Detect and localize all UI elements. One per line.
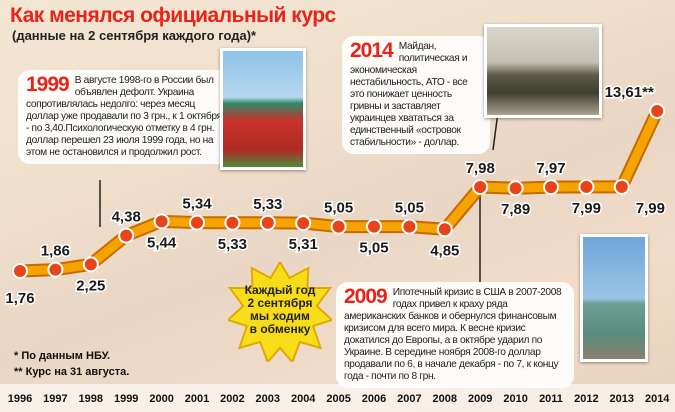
burst-line: 2 сентября bbox=[247, 296, 313, 310]
data-point-2013 bbox=[613, 178, 630, 195]
x-tick-label: 2010 bbox=[503, 393, 527, 405]
x-tick-label: 2009 bbox=[468, 393, 492, 405]
data-point-1996 bbox=[12, 263, 28, 279]
data-label-2006: 5,05 bbox=[359, 240, 388, 257]
note-year: 1999 bbox=[26, 73, 70, 96]
exchange-burst: Каждый год 2 сентября мы ходим в обменку bbox=[226, 260, 334, 364]
data-label-2009: 7,98 bbox=[466, 160, 495, 177]
x-tick-label: 2000 bbox=[149, 393, 173, 405]
data-point-1997 bbox=[47, 261, 64, 278]
data-point-2003 bbox=[259, 214, 276, 231]
data-label-2003: 5,33 bbox=[253, 196, 282, 213]
data-label-2005: 5,05 bbox=[324, 200, 353, 217]
x-tick-label: 1996 bbox=[8, 393, 32, 405]
footnote-nbu: * По данным НБУ. bbox=[14, 350, 111, 362]
burst-line: мы ходим bbox=[250, 309, 310, 323]
note-2014: 2014 Майдан, политическая и экономическа… bbox=[342, 36, 490, 154]
year-axis-band bbox=[0, 384, 675, 412]
data-label-1998: 2,25 bbox=[76, 277, 105, 294]
data-point-2004 bbox=[295, 215, 312, 232]
data-point-2010 bbox=[507, 180, 524, 197]
data-label-2012: 7,99 bbox=[572, 200, 601, 217]
note-text: Ипотечный кризис в США в 2007-2008 годах… bbox=[344, 287, 562, 382]
data-point-2009 bbox=[472, 179, 489, 196]
statue-of-liberty-photo bbox=[580, 234, 648, 362]
data-label-2001: 5,34 bbox=[182, 196, 212, 213]
footnote-august: ** Курс на 31 августа. bbox=[14, 366, 130, 378]
data-point-2006 bbox=[366, 218, 382, 235]
x-tick-label: 2014 bbox=[645, 393, 670, 405]
note-year: 2009 bbox=[344, 285, 388, 308]
x-tick-label: 2003 bbox=[256, 393, 280, 405]
data-point-2000 bbox=[153, 213, 170, 230]
burst-line: Каждый год bbox=[244, 283, 316, 297]
data-point-2012 bbox=[578, 178, 595, 195]
chart-subtitle: (данные на 2 сентября каждого года)* bbox=[12, 28, 257, 43]
note-2009: 2009 Ипотечный кризис в США в 2007-2008 … bbox=[336, 282, 574, 388]
data-label-2013: 7,99 bbox=[636, 200, 665, 217]
data-label-2007: 5,05 bbox=[395, 200, 424, 217]
x-tick-label: 2001 bbox=[185, 393, 209, 405]
data-point-2014 bbox=[649, 103, 666, 120]
data-label-2004: 5,31 bbox=[289, 236, 318, 253]
x-tick-label: 1998 bbox=[79, 393, 103, 405]
data-label-2000: 5,44 bbox=[147, 234, 177, 251]
data-point-2001 bbox=[189, 214, 205, 231]
note-text: В августе 1998-го в России был объявлен … bbox=[26, 75, 222, 158]
kremlin-photo bbox=[220, 48, 306, 170]
x-tick-label: 2007 bbox=[397, 393, 421, 405]
x-tick-label: 2005 bbox=[326, 393, 350, 405]
data-point-1998 bbox=[82, 256, 99, 273]
data-point-2002 bbox=[224, 214, 241, 231]
x-tick-label: 1997 bbox=[43, 393, 67, 405]
data-label-2002: 5,33 bbox=[218, 236, 247, 253]
data-point-2008 bbox=[436, 221, 453, 238]
x-tick-label: 2004 bbox=[291, 393, 316, 405]
note-year: 2014 bbox=[350, 39, 394, 62]
data-label-2010: 7,89 bbox=[501, 201, 530, 218]
x-tick-label: 2013 bbox=[610, 393, 634, 405]
chart-title: Как менялся официальный курс bbox=[10, 4, 336, 27]
x-tick-label: 2006 bbox=[362, 393, 386, 405]
burst-line: в обменку bbox=[249, 322, 311, 336]
data-label-1999: 4,38 bbox=[112, 209, 141, 226]
x-tick-label: 2002 bbox=[220, 393, 244, 405]
data-label-2008: 4,85 bbox=[430, 242, 459, 259]
burst-shape bbox=[226, 260, 334, 364]
data-point-2007 bbox=[401, 218, 418, 235]
x-tick-label: 2011 bbox=[539, 393, 563, 405]
note-text: Майдан, политическая и экономическая нес… bbox=[350, 41, 468, 148]
data-label-1997: 1,86 bbox=[41, 243, 70, 260]
data-label-2011: 7,97 bbox=[536, 160, 565, 177]
x-tick-label: 1999 bbox=[114, 393, 138, 405]
data-point-2011 bbox=[543, 179, 559, 196]
leader-line-2014 bbox=[492, 111, 499, 151]
tank-photo bbox=[484, 24, 602, 118]
data-point-2005 bbox=[330, 218, 347, 235]
data-label-1996: 1,76 bbox=[5, 290, 34, 307]
data-label-2014: 13,61** bbox=[605, 84, 654, 101]
x-tick-label: 2008 bbox=[433, 393, 457, 405]
note-1999: 1999 В августе 1998-го в России был объя… bbox=[18, 70, 232, 164]
x-tick-label: 2012 bbox=[574, 393, 598, 405]
data-point-1999 bbox=[118, 227, 135, 244]
